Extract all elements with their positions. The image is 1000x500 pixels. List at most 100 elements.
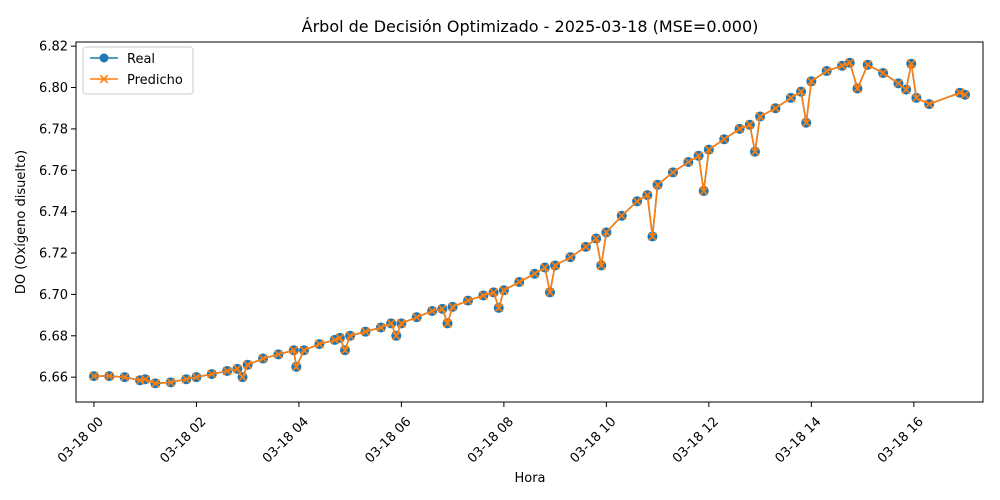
predicho-point [694, 151, 703, 161]
predicho-point [104, 371, 114, 381]
predicho-point [233, 364, 242, 374]
predicho-point [545, 287, 555, 297]
predicho-point [289, 345, 299, 355]
predicho-point [786, 93, 796, 103]
legend-label-real: Real [127, 52, 155, 67]
y-tick-label: 6.74 [39, 205, 68, 220]
y-tick-label: 6.72 [39, 247, 68, 262]
predicho-point [335, 333, 345, 343]
predicho-point [330, 335, 340, 345]
predicho-point [345, 331, 355, 341]
predicho-point [243, 360, 253, 370]
predicho-point [750, 147, 760, 157]
y-tick-label: 6.68 [39, 329, 68, 344]
predicho-point [924, 99, 934, 109]
predicho-point [719, 134, 729, 144]
predicho-point [894, 79, 903, 88]
predicho-point [796, 87, 806, 97]
predicho-point [845, 58, 855, 68]
predicho-point [668, 167, 678, 177]
predicho-point [494, 303, 504, 313]
series-line-predicho [93, 61, 966, 385]
predicho-point [806, 76, 816, 86]
predicho-point [89, 371, 99, 381]
predicho-point [412, 312, 422, 322]
predicho-point [315, 339, 324, 349]
legend-label-predicho: Predicho [127, 73, 183, 88]
predicho-point [151, 379, 160, 388]
predicho-point [617, 211, 627, 221]
predicho-point [376, 323, 386, 332]
predicho-point [863, 60, 873, 70]
predicho-point [540, 263, 550, 272]
predicho-point [166, 377, 176, 387]
predicho-point [207, 369, 217, 379]
predicho-point [120, 372, 130, 382]
plot-frame [75, 41, 984, 403]
predicho-point [566, 252, 575, 262]
predicho-point [514, 277, 524, 287]
predicho-point [906, 59, 916, 69]
predicho-point [653, 180, 662, 190]
y-tick-label: 6.80 [39, 81, 68, 96]
chart-title: Árbol de Decisión Optimizado - 2025-03-1… [302, 17, 759, 36]
series-layer [88, 57, 971, 389]
predicho-point [642, 190, 652, 200]
predicho-point [878, 68, 888, 78]
predicho-point [427, 306, 437, 316]
legend-marker-real [99, 53, 109, 63]
predicho-point [448, 302, 458, 312]
predicho-point [192, 372, 201, 382]
predicho-point [822, 66, 832, 76]
predicho-point [443, 319, 452, 328]
predicho-point [340, 345, 350, 355]
y-tick-label: 6.78 [39, 122, 68, 137]
predicho-point [181, 374, 191, 384]
predicho-point [386, 319, 396, 328]
predicho-point [438, 304, 447, 314]
legend: Real Predicho [82, 46, 194, 95]
predicho-point [771, 103, 780, 113]
predicho-point [601, 227, 611, 237]
predicho-point [853, 84, 862, 93]
predicho-point [222, 366, 232, 376]
predicho-point [140, 374, 150, 384]
predicho-point [489, 287, 498, 297]
predicho-point [955, 88, 965, 98]
predicho-point [632, 196, 642, 206]
predicho-point [704, 145, 714, 154]
predicho-point [801, 118, 811, 128]
predicho-point [591, 234, 601, 243]
predicho-point [837, 61, 847, 71]
predicho-point [735, 124, 744, 134]
predicho-point [499, 285, 509, 295]
predicho-point [479, 291, 488, 300]
predicho-point [391, 331, 401, 341]
predicho-point [299, 345, 309, 355]
predicho-point [596, 261, 606, 270]
predicho-point [755, 112, 765, 121]
y-tick-label: 6.70 [39, 288, 68, 303]
predicho-point [530, 269, 539, 279]
predicho-point [238, 372, 247, 382]
predicho-point [258, 354, 268, 363]
predicho-point [683, 157, 693, 167]
predicho-point [745, 120, 755, 130]
predicho-point [463, 296, 473, 305]
y-tick-label: 6.66 [39, 371, 68, 386]
y-tick-label: 6.76 [39, 164, 68, 179]
predicho-point [291, 362, 301, 372]
predicho-point [901, 85, 911, 94]
predicho-point [699, 186, 709, 196]
y-axis-label: DO (Oxígeno disuelto) [14, 150, 29, 294]
y-axis-ticks: 6.66 6.68 6.70 6.72 6.74 6.76 6.78 6.80 6.82 [39, 40, 76, 386]
predicho-point [581, 242, 591, 252]
y-tick-label: 6.82 [39, 40, 68, 55]
predicho-point [274, 350, 283, 359]
predicho-point [648, 232, 657, 241]
predicho-point [550, 261, 560, 270]
predicho-point [361, 327, 370, 337]
legend-marker-predicho [99, 74, 109, 84]
predicho-point [960, 90, 970, 100]
